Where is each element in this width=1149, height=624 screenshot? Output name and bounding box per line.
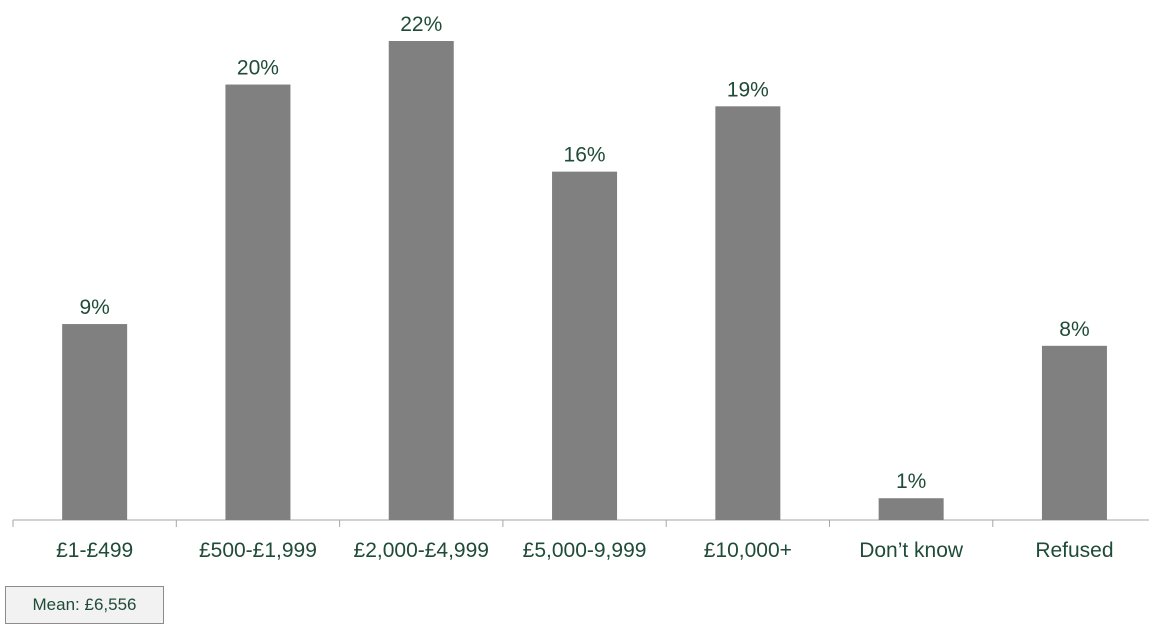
bars xyxy=(62,41,1107,521)
mean-annotation-box: Mean: £6,556 xyxy=(5,586,164,624)
x-tick-label-4: £10,000+ xyxy=(704,539,792,562)
data-label-2: 22% xyxy=(400,13,442,36)
data-labels: 9% 20% 22% 16% 19% 1% 8% xyxy=(79,13,1089,493)
x-tick-label-2: £2,000-£4,999 xyxy=(354,539,489,562)
data-label-3: 16% xyxy=(564,144,606,167)
data-label-0: 9% xyxy=(79,296,109,319)
x-axis-tick-labels: £1-£499 £500-£1,999 £2,000-£4,999 £5,000-9,… xyxy=(56,539,1113,562)
bar-5 xyxy=(878,498,944,520)
bar-2 xyxy=(388,41,454,520)
mean-label: Mean: £6,556 xyxy=(32,595,137,614)
x-tick-label-1: £500-£1,999 xyxy=(199,539,317,562)
data-label-1: 20% xyxy=(237,57,279,80)
bar-4 xyxy=(715,106,781,521)
x-tick-label-3: £5,000-9,999 xyxy=(523,539,647,562)
x-tick-label-5: Don’t know xyxy=(859,539,964,562)
data-label-6: 8% xyxy=(1059,318,1089,341)
x-tick-label-6: Refused xyxy=(1035,539,1113,562)
bar-6 xyxy=(1041,345,1107,520)
bar-1 xyxy=(225,84,291,520)
x-tick-label-0: £1-£499 xyxy=(56,539,133,562)
x-axis-ticks xyxy=(12,520,994,527)
data-label-4: 19% xyxy=(727,78,769,101)
bar-0 xyxy=(62,324,128,520)
bar-3 xyxy=(552,171,618,521)
data-label-5: 1% xyxy=(896,470,926,493)
